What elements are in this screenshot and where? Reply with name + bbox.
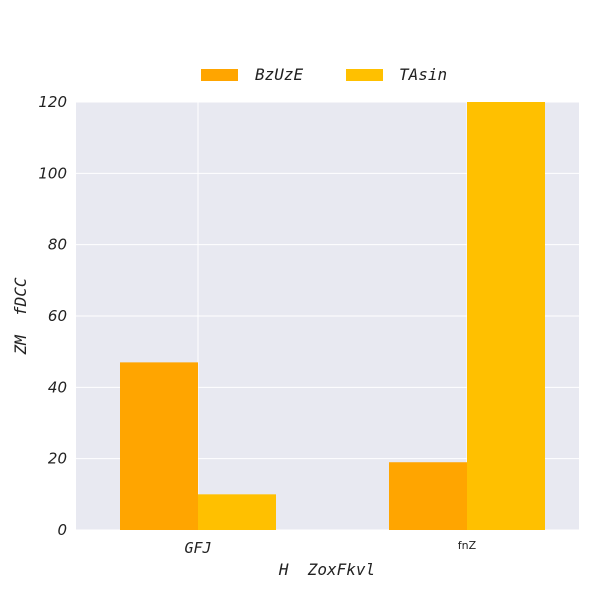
- y-tick-label-40: 40: [48, 378, 67, 396]
- x-tick-label-gfj: GFJ: [184, 539, 211, 557]
- y-tick-label-0: 0: [57, 521, 67, 539]
- y-tick-labels: 0 20 40 60 80 100 120: [38, 93, 67, 539]
- y-tick-label-100: 100: [38, 164, 67, 182]
- bars: [120, 102, 545, 530]
- legend-label-tasin: TAsin: [399, 65, 447, 84]
- legend-swatch-tasin: [346, 69, 383, 81]
- y-tick-label-60: 60: [48, 307, 67, 325]
- bar-tasin-gfj: [198, 494, 276, 530]
- x-tick-labels: GFJ fnZ: [184, 539, 476, 557]
- bar-bzuze-gfj: [120, 362, 198, 530]
- legend-label-bzuze: BzUzE: [255, 65, 304, 84]
- y-tick-label-20: 20: [48, 450, 67, 468]
- y-axis-label: ZM fDCC: [11, 277, 30, 355]
- x-axis-label: H ZoxFkvl: [278, 560, 375, 579]
- x-tick-label-fnz: fnZ: [458, 539, 477, 552]
- y-tick-label-80: 80: [48, 236, 67, 254]
- bar-tasin-fnz: [467, 102, 545, 530]
- bar-bzuze-fnz: [389, 462, 467, 530]
- legend-swatch-bzuze: [201, 69, 238, 81]
- legend: BzUzE TAsin: [201, 65, 447, 84]
- y-tick-label-120: 120: [38, 93, 67, 111]
